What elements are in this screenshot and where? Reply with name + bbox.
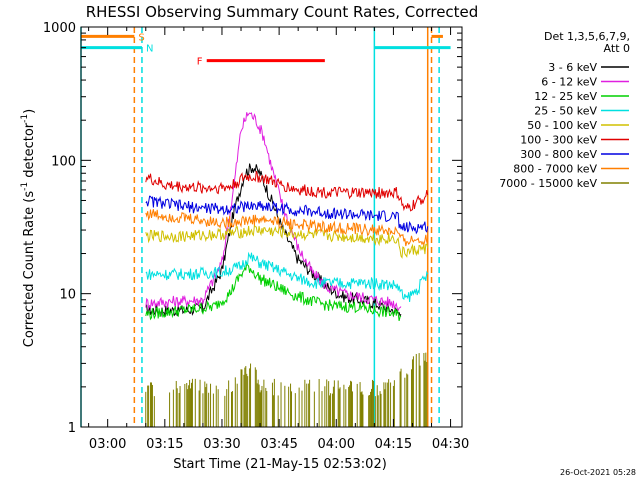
y-axis-label: Corrected Count Rate (s-1 detector-1) [20, 109, 37, 347]
legend-label-12-25-kev: 12 - 25 keV [534, 90, 597, 103]
x-axis: 03:00 03:15 03:30 03:45 04:00 04:15 04:30 [88, 27, 469, 452]
x-tick-label: 03:30 [203, 437, 240, 452]
legend-label-6-12-kev: 6 - 12 keV [541, 76, 597, 89]
legend-header-line-1: Det 1,3,5,6,7,9, [544, 30, 630, 43]
x-tick-label: 03:00 [89, 437, 126, 452]
y-tick-label: 100 [51, 154, 76, 169]
timestamp: 26-Oct-2021 05:28 [560, 468, 636, 477]
flag-label-n: N [146, 44, 153, 55]
legend-label-100-300-kev: 100 - 300 keV [520, 134, 597, 147]
y-axis: 1 10 100 1000 [43, 21, 462, 436]
y-axis-label-mid: detector [22, 122, 37, 182]
y-axis-label-close: ) [22, 109, 37, 114]
x-axis-label: Start Time (21-May-15 02:53:02) [173, 457, 387, 472]
y-axis-label-sup-1: -1 [20, 182, 30, 191]
y-tick-label: 10 [59, 288, 76, 303]
x-tick-label: 04:00 [318, 437, 355, 452]
legend: Det 1,3,5,6,7,9, Att 0 3 - 6 keV 6 - 12 k… [499, 30, 630, 190]
x-tick-label: 03:15 [146, 437, 183, 452]
legend-label-300-800-kev: 300 - 800 keV [520, 148, 597, 161]
flag-label-s: S [138, 32, 144, 43]
chart-title: RHESSI Observing Summary Count Rates, Co… [86, 3, 479, 21]
y-tick-label: 1000 [43, 21, 76, 36]
series-line-12-25-kev [145, 261, 402, 322]
series-line-800-7000-kev [145, 209, 429, 247]
legend-label-3-6-kev: 3 - 6 keV [548, 61, 597, 74]
legend-label-50-100-kev: 50 - 100 keV [527, 119, 597, 132]
y-axis-label-sup-2: -1 [20, 114, 30, 123]
series-line-100-300-kev [145, 170, 429, 212]
series-line-50-100-kev [145, 224, 429, 259]
series-line-25-50-kev [145, 251, 429, 303]
y-axis-label-main: Corrected Count Rate (s [22, 191, 37, 348]
series-line-3-6-kev [145, 163, 402, 318]
y-tick-label: 1 [68, 421, 76, 436]
legend-header-line-2: Att 0 [604, 42, 630, 55]
plot-area: SN F [80, 27, 451, 427]
flag-label-f: F [197, 57, 203, 68]
plot-frame [80, 26, 463, 428]
series-line-300-800-kev [145, 195, 429, 235]
x-tick-label: 03:45 [260, 437, 297, 452]
legend-label-7000-15000-kev: 7000 - 15000 keV [499, 177, 597, 190]
x-tick-label: 04:15 [375, 437, 412, 452]
legend-label-800-7000-kev: 800 - 7000 keV [513, 163, 597, 176]
legend-label-25-50-kev: 25 - 50 keV [534, 105, 597, 118]
x-tick-label: 04:30 [432, 437, 469, 452]
